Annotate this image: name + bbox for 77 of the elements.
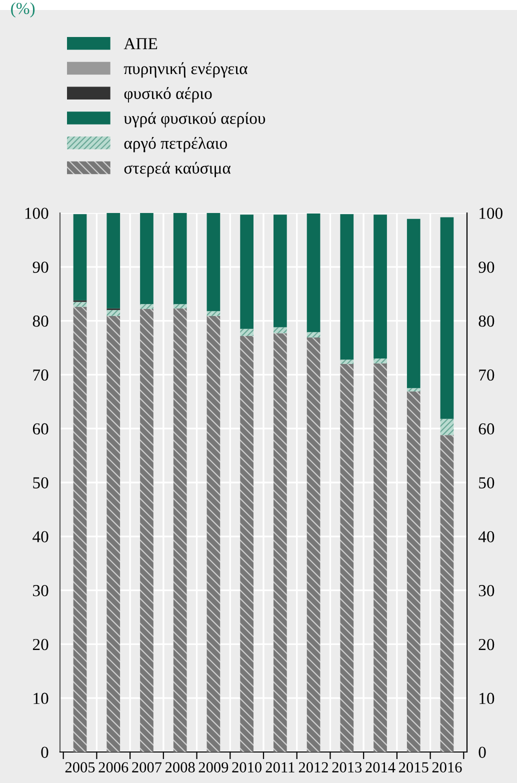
bar (340, 214, 354, 360)
bar (206, 316, 220, 752)
legend-label: ΑΠΕ (124, 38, 158, 50)
bar (440, 217, 454, 419)
bar (274, 327, 287, 334)
y-tick-label: 90 (32, 262, 48, 273)
bar (240, 214, 254, 329)
x-tick-label: 2007 (132, 762, 162, 772)
y2-tick-label: 50 (479, 477, 494, 488)
y-tick-label: 70 (33, 369, 48, 381)
y-tick-label: 0 (41, 746, 48, 758)
bar (240, 336, 254, 752)
bar (173, 308, 187, 752)
bar (440, 435, 454, 752)
bar (340, 364, 354, 752)
y2-tick-label: 0 (478, 746, 486, 758)
text: (%) (11, 2, 35, 18)
bar (106, 310, 120, 316)
y-tick-label: 50 (33, 477, 48, 488)
y2-tick-label: 20 (478, 638, 494, 650)
bar (374, 363, 387, 752)
legend-label: στερεά καύσιμα (124, 162, 231, 178)
y2-tick-label: 100 (480, 208, 502, 219)
x-tick-label: 2013 (332, 762, 362, 772)
y-tick-label: 10 (34, 692, 48, 704)
bar (140, 308, 154, 752)
legend-label: πυρηνική ενέργεια (124, 62, 248, 78)
x-tick-label: 2012 (298, 762, 328, 772)
bar (340, 360, 354, 364)
y-tick-label: 100 (25, 208, 48, 219)
y-tick-label: 60 (32, 423, 48, 435)
bar (406, 388, 420, 392)
bar (240, 328, 254, 336)
bar (440, 418, 454, 436)
bar (306, 332, 320, 338)
y-tick-label: 30 (33, 585, 48, 596)
x-tick-label: 2008 (165, 762, 195, 772)
x-tick-label: 2011 (266, 762, 294, 772)
legend-label: υγρά φυσικού αερίου (124, 112, 266, 128)
y2-tick-label: 30 (478, 585, 494, 596)
bar (173, 304, 187, 308)
y2-tick-label: 70 (479, 369, 494, 381)
bar (140, 213, 154, 302)
bar (306, 214, 320, 332)
bar (206, 213, 220, 312)
bar (274, 214, 287, 328)
bar (374, 214, 387, 359)
x-tick-label: 2009 (198, 762, 228, 772)
bar (106, 213, 120, 308)
y2-tick-label: 10 (480, 692, 494, 704)
x-tick-label: 2006 (98, 762, 128, 772)
y2-tick-label: 60 (478, 423, 494, 435)
y2-tick-label: 80 (478, 316, 494, 327)
bar (406, 218, 420, 388)
y-tick-label: 80 (32, 316, 48, 327)
bar (173, 213, 187, 304)
x-tick-label: 2010 (232, 762, 262, 772)
x-tick-label: 2016 (432, 762, 462, 772)
bar (73, 214, 87, 300)
bar (73, 306, 87, 752)
bar (73, 302, 87, 307)
bar (106, 316, 120, 752)
x-tick-label: 2015 (399, 762, 428, 772)
bar (306, 338, 320, 752)
y-tick-label: 40 (32, 531, 48, 542)
x-tick-label: 2014 (366, 762, 396, 772)
y2-tick-label: 40 (478, 531, 494, 542)
bar (374, 358, 387, 364)
bar (206, 311, 220, 316)
legend-label: φυσικό αέριο (124, 87, 212, 102)
legend-label: αργό πετρέλαιο (124, 136, 228, 152)
y-tick-label: 20 (32, 638, 48, 650)
bar (406, 391, 420, 752)
y2-tick-label: 90 (478, 262, 494, 273)
bar (274, 333, 287, 752)
x-tick-label: 2005 (65, 762, 95, 772)
bar (140, 304, 154, 309)
